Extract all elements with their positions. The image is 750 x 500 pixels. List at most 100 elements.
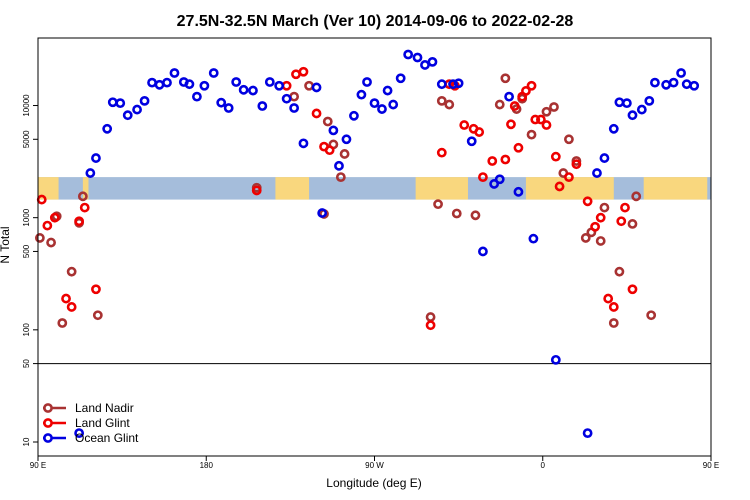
data-point [107, 97, 118, 108]
data-point [470, 210, 481, 221]
data-point [362, 77, 372, 87]
land-band-segment [275, 177, 310, 200]
land-band-segment [38, 177, 59, 200]
data-point [494, 99, 505, 110]
data-point [199, 80, 210, 91]
data-point [169, 68, 180, 78]
data-point [448, 79, 458, 90]
data-point [668, 77, 679, 88]
series-land-nadir [34, 73, 657, 328]
data-point [46, 237, 56, 248]
y-axis-ticks: 10 50 100 500 1000 5000 10000 [22, 94, 38, 446]
y-tick-label: 50 [22, 359, 31, 368]
data-point [599, 202, 610, 213]
x-tick-label: 180 [200, 461, 214, 470]
data-point [66, 302, 77, 312]
data-point [614, 266, 625, 277]
data-point [627, 219, 638, 229]
data-point [298, 66, 309, 77]
data-point [377, 104, 387, 114]
data-point [582, 428, 593, 439]
data-point [582, 196, 593, 207]
data-point [661, 79, 672, 90]
land-band-segment [82, 177, 89, 200]
data-points [34, 49, 700, 439]
data-point [681, 79, 692, 90]
legend-marker [43, 418, 53, 428]
y-tick-label: 1000 [22, 208, 31, 226]
data-point [403, 49, 414, 60]
y-tick-label: 500 [22, 244, 31, 258]
data-point [289, 91, 300, 102]
data-point [535, 114, 546, 125]
legend-marker [43, 433, 53, 443]
data-point [506, 119, 516, 130]
y-tick-label: 10000 [22, 94, 31, 117]
data-point [433, 199, 443, 210]
data-point [102, 123, 113, 134]
data-point [459, 120, 470, 130]
data-point [322, 116, 333, 127]
legend-label: Ocean Glint [75, 431, 139, 445]
data-point [620, 202, 630, 213]
data-point [335, 172, 346, 183]
data-point [595, 212, 606, 223]
data-point [34, 233, 45, 243]
data-point [608, 318, 619, 328]
data-point [248, 85, 258, 96]
legend-entry: Land Nadir [43, 401, 134, 415]
data-point [298, 138, 309, 149]
data-point [349, 110, 359, 121]
data-point [627, 110, 638, 121]
y-axis-label: N Total [0, 226, 12, 263]
data-point [564, 172, 574, 183]
data-point [500, 73, 511, 84]
data-point [526, 80, 537, 91]
data-point [599, 153, 610, 163]
data-point [646, 310, 657, 321]
data-point [304, 80, 314, 91]
data-point [192, 91, 202, 102]
data-point [369, 98, 380, 109]
legend-label: Land Nadir [75, 401, 134, 415]
data-point [264, 77, 275, 87]
data-point [91, 153, 101, 163]
data-point [238, 84, 249, 95]
data-point [489, 179, 500, 189]
data-point [274, 80, 285, 91]
data-point [251, 185, 262, 196]
legend-label: Land Glint [75, 416, 130, 430]
data-point [550, 354, 561, 365]
data-point [328, 125, 339, 136]
data-point [466, 136, 477, 147]
y-tick-label: 10 [22, 437, 31, 446]
data-point [436, 147, 447, 158]
data-point [451, 208, 462, 219]
data-point [395, 73, 406, 84]
data-point [504, 91, 514, 102]
y-tick-label: 100 [22, 323, 31, 337]
data-point [66, 266, 77, 277]
data-point [85, 168, 96, 178]
data-point [223, 103, 234, 113]
data-point [564, 134, 574, 145]
data-point [636, 104, 647, 115]
data-point [291, 69, 301, 80]
data-point [689, 80, 700, 91]
data-point [91, 284, 101, 295]
data-point [42, 220, 53, 231]
data-point [550, 151, 561, 162]
data-point [614, 97, 625, 108]
data-point [487, 156, 498, 166]
data-point [521, 86, 531, 96]
data-point [74, 216, 85, 227]
data-point [541, 106, 552, 117]
series-ocean-glint [74, 49, 700, 439]
series-land-glint [36, 66, 638, 331]
y-tick-label: 5000 [22, 130, 31, 148]
data-point [608, 302, 619, 312]
data-point [580, 233, 591, 243]
data-point [154, 79, 165, 90]
